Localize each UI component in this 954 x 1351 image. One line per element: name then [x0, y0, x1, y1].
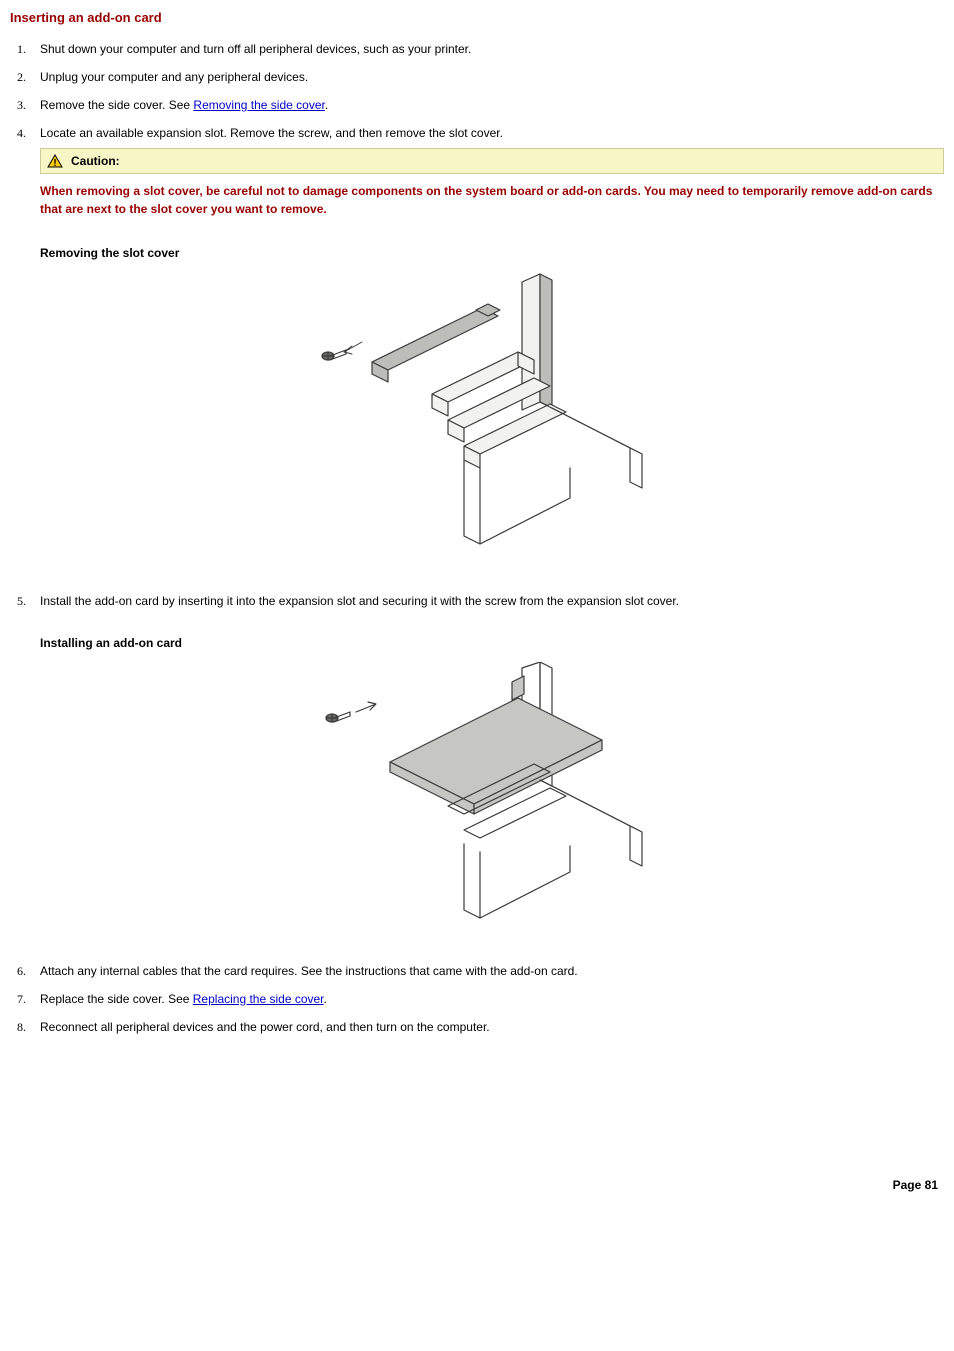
step-3: 3. Remove the side cover. See Removing t… — [10, 96, 944, 114]
step-8: 8. Reconnect all peripheral devices and … — [10, 1018, 944, 1036]
step-text: Locate an available expansion slot. Remo… — [40, 124, 944, 142]
figure-2 — [40, 662, 944, 922]
step-5-body: Install the add-on card by inserting it … — [40, 592, 944, 952]
step-text: Shut down your computer and turn off all… — [40, 40, 944, 58]
installing-add-on-card-diagram — [302, 662, 682, 922]
step-number: 5. — [10, 592, 40, 610]
step-4: 4. Locate an available expansion slot. R… — [10, 124, 944, 582]
page-footer: Page 81 — [10, 1176, 944, 1194]
section-title: Inserting an add-on card — [10, 8, 944, 28]
removing-side-cover-link[interactable]: Removing the side cover — [193, 98, 324, 112]
step-5: 5. Install the add-on card by inserting … — [10, 592, 944, 952]
replacing-side-cover-link[interactable]: Replacing the side cover — [193, 992, 324, 1006]
step-text-before: Replace the side cover. See — [40, 992, 193, 1006]
step-text: Unplug your computer and any peripheral … — [40, 68, 944, 86]
step-number: 8. — [10, 1018, 40, 1036]
steps-list: 1. Shut down your computer and turn off … — [10, 40, 944, 1036]
warning-icon: ! — [47, 154, 63, 168]
step-7: 7. Replace the side cover. See Replacing… — [10, 990, 944, 1008]
step-number: 2. — [10, 68, 40, 86]
step-number: 7. — [10, 990, 40, 1008]
figure-2-caption: Installing an add-on card — [40, 634, 944, 652]
step-1: 1. Shut down your computer and turn off … — [10, 40, 944, 58]
figure-1-caption: Removing the slot cover — [40, 244, 944, 262]
step-number: 4. — [10, 124, 40, 142]
step-text: Attach any internal cables that the card… — [40, 962, 944, 980]
step-6: 6. Attach any internal cables that the c… — [10, 962, 944, 980]
step-text: Remove the side cover. See Removing the … — [40, 96, 944, 114]
removing-slot-cover-diagram — [302, 272, 682, 552]
step-number: 3. — [10, 96, 40, 114]
step-text: Reconnect all peripheral devices and the… — [40, 1018, 944, 1036]
caution-label: Caution: — [71, 152, 120, 170]
svg-text:!: ! — [53, 158, 56, 168]
caution-box: ! Caution: When removing a slot cover, b… — [40, 148, 944, 220]
step-text-before: Remove the side cover. See — [40, 98, 193, 112]
step-text: Replace the side cover. See Replacing th… — [40, 990, 944, 1008]
step-2: 2. Unplug your computer and any peripher… — [10, 68, 944, 86]
figure-1 — [40, 272, 944, 552]
caution-header: ! Caution: — [40, 148, 944, 174]
caution-body: When removing a slot cover, be careful n… — [40, 174, 944, 220]
step-text: Install the add-on card by inserting it … — [40, 592, 944, 610]
step-4-body: Locate an available expansion slot. Remo… — [40, 124, 944, 582]
step-text-after: . — [325, 98, 328, 112]
step-number: 1. — [10, 40, 40, 58]
step-text-after: . — [324, 992, 327, 1006]
step-number: 6. — [10, 962, 40, 980]
